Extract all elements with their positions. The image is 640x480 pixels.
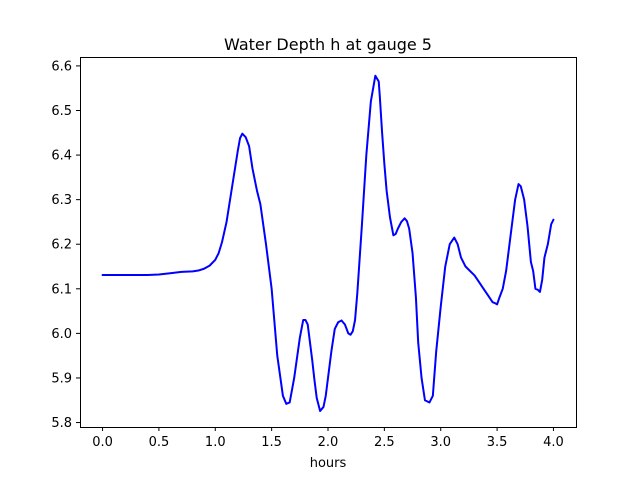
x-tick-label: 4.0 [543, 435, 564, 450]
x-axis: 0.0 0.5 1.0 1.5 2.0 2.5 3.0 3.5 4.0 [92, 427, 564, 450]
y-tick-label: 5.8 [51, 416, 72, 431]
x-axis-label: hours [310, 456, 347, 471]
x-tick-label: 2.5 [374, 435, 395, 450]
x-tick-label: 1.0 [205, 435, 226, 450]
x-tick-label: 2.0 [318, 435, 339, 450]
y-tick-label: 6.5 [51, 104, 72, 119]
y-tick-label: 6.6 [51, 59, 72, 74]
x-tick-label: 0.0 [92, 435, 113, 450]
x-tick-label: 1.5 [261, 435, 282, 450]
y-tick-label: 6.4 [51, 149, 72, 164]
y-axis: 5.8 5.9 6.0 6.1 6.2 6.3 6.4 6.5 6.6 [51, 59, 80, 431]
series-line-water-depth [101, 74, 555, 412]
y-tick-label: 6.1 [51, 282, 72, 297]
x-tick-label: 3.0 [430, 435, 451, 450]
y-tick-label: 6.0 [51, 327, 72, 342]
y-tick-label: 5.9 [51, 371, 72, 386]
chart-title: Water Depth h at gauge 5 [224, 35, 432, 54]
y-tick-label: 6.2 [51, 238, 72, 253]
x-tick-label: 3.5 [487, 435, 508, 450]
y-tick-label: 6.3 [51, 193, 72, 208]
x-tick-label: 0.5 [149, 435, 170, 450]
series-layer [101, 74, 555, 412]
